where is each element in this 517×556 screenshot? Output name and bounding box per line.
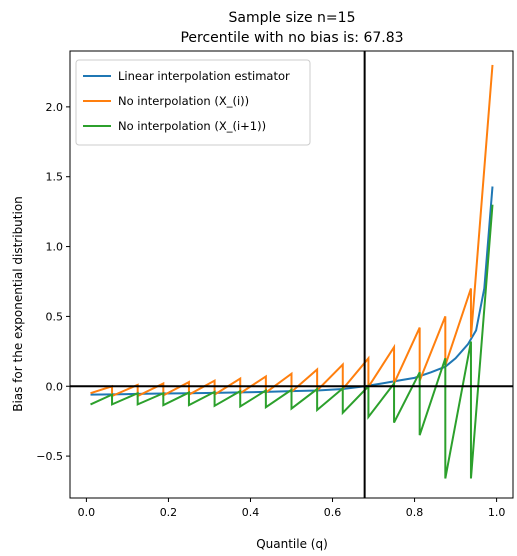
reference-lines (70, 51, 513, 498)
x-axis-label: Quantile (q) (256, 537, 328, 551)
y-axis-ticks: −0.5 0.0 0.5 1.0 1.5 2.0 (36, 101, 70, 463)
y-tick-label: 2.0 (46, 101, 64, 114)
y-tick-label: −0.5 (36, 450, 63, 463)
legend-entry-2: No interpolation (X_(i)) (118, 94, 249, 108)
y-tick-label: 0.0 (46, 380, 64, 393)
y-tick-label: 1.0 (46, 241, 64, 254)
legend: Linear interpolation estimator No interpo… (75, 59, 311, 146)
legend-entry-3: No interpolation (X_(i+1)) (118, 119, 266, 133)
series-line-1 (90, 186, 494, 396)
x-tick-label: 0.8 (406, 506, 424, 519)
chart-title-line-1: Sample size n=15 (229, 10, 356, 26)
y-tick-label: 1.5 (46, 171, 64, 184)
x-tick-label: 0.4 (242, 506, 260, 519)
plot-frame (69, 50, 514, 499)
legend-box (75, 59, 311, 146)
y-tick-label: 0.5 (46, 310, 64, 323)
x-tick-label: 0.6 (324, 506, 342, 519)
plot-area (69, 50, 514, 499)
x-tick-label: 1.0 (488, 506, 506, 519)
series-line-3 (90, 204, 494, 479)
x-tick-label: 0.0 (78, 506, 96, 519)
y-axis-label: Bias for the exponential distribution (11, 196, 25, 412)
legend-entry-1: Linear interpolation estimator (118, 69, 290, 83)
x-tick-label: 0.2 (160, 506, 178, 519)
chart-title-line-2: Percentile with no bias is: 67.83 (180, 30, 403, 46)
x-axis-ticks: 0.0 0.2 0.4 0.6 0.8 1.0 (78, 498, 506, 519)
